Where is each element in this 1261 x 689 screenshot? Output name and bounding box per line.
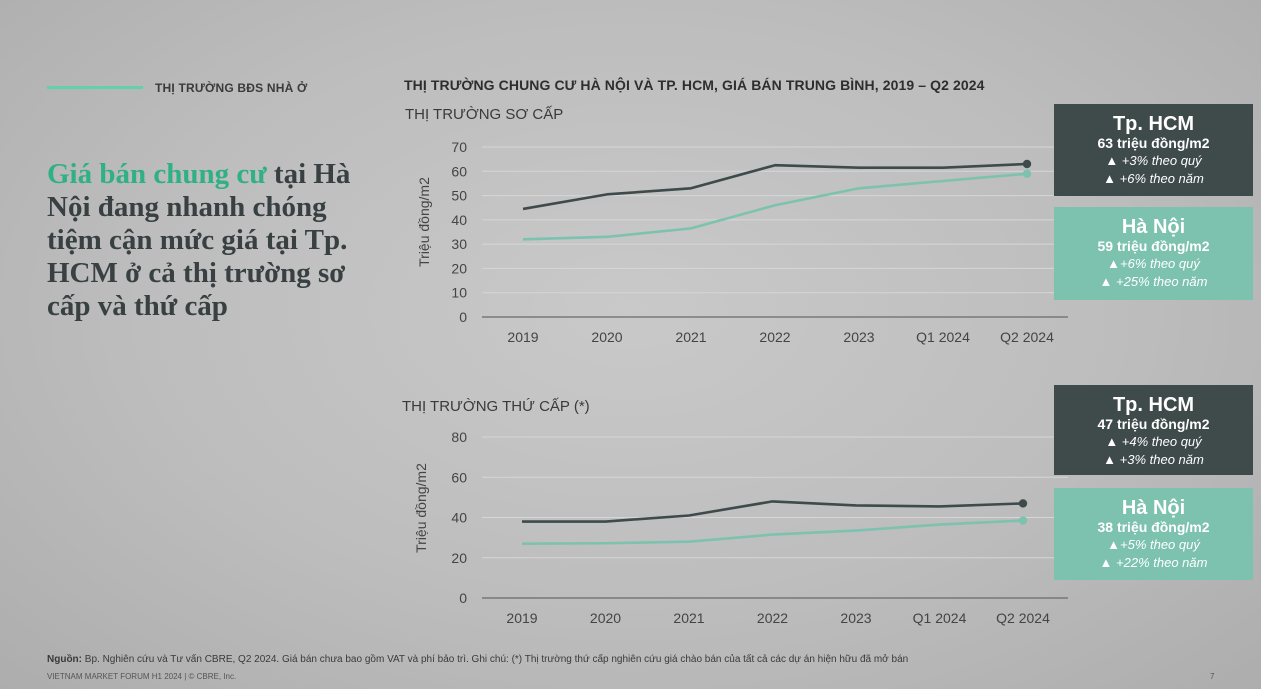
callout-secondary-hcm: Tp. HCM 47 triệu đồng/m2 ▲ +4% theo quý … <box>1054 385 1253 475</box>
y-tick-label: 40 <box>451 510 467 526</box>
secondary-subtitle: THỊ TRƯỜNG THỨ CẤP (*) <box>402 398 590 415</box>
y-tick-label: 0 <box>459 309 467 325</box>
x-tick-label: Q1 2024 <box>913 610 967 626</box>
y-tick-label: 20 <box>451 550 467 566</box>
callout-price: 38 triệu đồng/m2 <box>1097 519 1210 535</box>
x-tick-label: 2022 <box>757 610 788 626</box>
series-line-hcm <box>522 162 1028 211</box>
y-tick-label: 40 <box>451 212 467 228</box>
callout-name: Tp. HCM <box>1112 113 1195 135</box>
chart-title: THỊ TRƯỜNG CHUNG CƯ HÀ NỘI VÀ TP. HCM, G… <box>404 77 985 93</box>
callout-yoy: ▲ +25% theo năm <box>1099 274 1208 289</box>
series-line-hanoi <box>522 172 1028 241</box>
page-number: 7 <box>1210 672 1215 681</box>
section-label: THỊ TRƯỜNG BĐS NHÀ Ở <box>155 81 308 95</box>
headline: Giá bán chung cư tại Hà Nội đang nhanh c… <box>47 158 357 323</box>
callout-yoy: ▲ +3% theo năm <box>1103 452 1204 467</box>
x-tick-label: 2019 <box>507 329 538 345</box>
x-tick-label: Q2 2024 <box>1000 329 1054 345</box>
source-note: Nguồn: Bp. Nghiên cứu và Tư vấn CBRE, Q2… <box>47 654 908 665</box>
callout-qoq: ▲+5% theo quý <box>1107 537 1200 552</box>
x-tick-label: 2023 <box>840 610 871 626</box>
y-tick-label: 80 <box>451 429 467 445</box>
y-tick-label: 50 <box>451 188 467 204</box>
x-tick-label: 2021 <box>675 329 706 345</box>
series-end-point-hcm <box>1018 499 1028 508</box>
series-end-point-hcm <box>1022 159 1032 169</box>
secondary-market-chart: 0 20 40 60 80 2019 2020 2021 2022 2023 Q1 2024 Q2 2… <box>413 429 1068 626</box>
y-tick-label: 60 <box>451 469 467 485</box>
primary-subtitle: THỊ TRƯỜNG SƠ CẤP <box>405 106 564 123</box>
source-text: Bp. Nghiên cứu và Tư vấn CBRE, Q2 2024. … <box>82 654 909 665</box>
callout-qoq: ▲+6% theo quý <box>1107 256 1200 271</box>
callout-primary-hanoi: Hà Nội 59 triệu đồng/m2 ▲+6% theo quý ▲ … <box>1054 207 1253 300</box>
callout-yoy: ▲ +22% theo năm <box>1099 555 1208 570</box>
callout-name: Tp. HCM <box>1112 394 1195 416</box>
y-tick-label: 60 <box>451 163 467 179</box>
footer-brand: VIETNAM MARKET FORUM H1 2024 | © CBRE, I… <box>47 672 237 681</box>
x-tick-label: 2022 <box>759 329 790 345</box>
section-accent-line <box>47 86 143 89</box>
callout-primary-hcm: Tp. HCM 63 triệu đồng/m2 ▲ +3% theo quý … <box>1054 104 1253 196</box>
source-label: Nguồn: <box>47 654 82 665</box>
x-tick-label: 2023 <box>843 329 874 345</box>
y-tick-label: 30 <box>451 236 467 252</box>
y-tick-label: 20 <box>451 260 467 276</box>
callout-price: 47 triệu đồng/m2 <box>1097 416 1210 432</box>
series-end-point-hanoi <box>1018 516 1028 525</box>
callout-yoy: ▲ +6% theo năm <box>1103 171 1204 186</box>
x-tick-label: Q2 2024 <box>996 610 1050 626</box>
callout-name: Hà Nội <box>1121 497 1186 519</box>
callout-price: 63 triệu đồng/m2 <box>1097 135 1210 151</box>
headline-accent: Giá bán chung cư <box>47 158 267 190</box>
callout-qoq: ▲ +4% theo quý <box>1105 434 1202 449</box>
x-tick-label: 2019 <box>506 610 537 626</box>
headline-rest: tại Hà Nội đang nhanh chóng tiệm cận mức… <box>47 158 351 322</box>
x-tick-label: 2021 <box>673 610 704 626</box>
x-tick-label: Q1 2024 <box>916 329 970 345</box>
primary-market-chart: 0 10 20 30 40 50 60 70 2019 2020 2021 2022 2023 Q1 20… <box>416 139 1068 345</box>
callout-secondary-hanoi: Hà Nội 38 triệu đồng/m2 ▲+5% theo quý ▲ … <box>1054 488 1253 580</box>
y-tick-label: 10 <box>451 285 467 301</box>
x-tick-label: 2020 <box>590 610 621 626</box>
y-tick-label: 0 <box>459 590 467 606</box>
y-tick-label: 70 <box>451 139 467 155</box>
callout-price: 59 triệu đồng/m2 <box>1097 238 1210 254</box>
series-line-hanoi <box>521 519 1024 545</box>
series-end-point-hanoi <box>1022 169 1032 178</box>
y-axis-label: Triệu đồng/m2 <box>416 177 432 267</box>
y-axis-label: Triệu đồng/m2 <box>413 463 429 553</box>
series-line-hcm <box>522 500 1024 523</box>
callout-qoq: ▲ +3% theo quý <box>1105 153 1202 168</box>
callout-name: Hà Nội <box>1121 216 1186 238</box>
x-tick-label: 2020 <box>591 329 622 345</box>
